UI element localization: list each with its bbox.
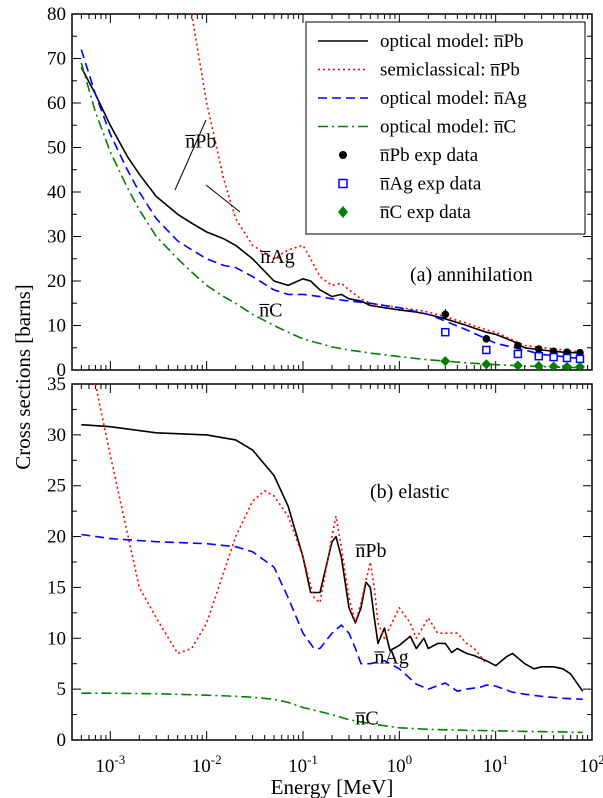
x-tick-label: 10-3 xyxy=(95,752,125,777)
y-tick-label: 10 xyxy=(47,316,66,337)
y-tick-label: 50 xyxy=(47,138,66,159)
x-tick-labels: 10-3 10-2 10-1 100 101 102 xyxy=(95,752,603,777)
data-point xyxy=(548,361,559,370)
panel-b-frame xyxy=(71,383,593,741)
data-point xyxy=(441,310,450,319)
panel-b-annotations: n̅Pb n̅Ag n̅C xyxy=(355,540,409,730)
series-line xyxy=(80,67,583,354)
data-point xyxy=(549,352,558,362)
y-axis-label: Cross sections [barns] xyxy=(11,284,35,469)
y-tick-label: 15 xyxy=(47,577,66,598)
panel-annihilation: 0 10 20 30 40 50 60 70 80 n̅Pb n̅Ag n̅C (a) annihi… xyxy=(47,4,593,381)
data-point xyxy=(562,353,572,363)
data-point xyxy=(440,356,451,367)
y-tick-label: 60 xyxy=(47,93,66,114)
data-point xyxy=(481,359,492,370)
data-point xyxy=(514,341,522,350)
y-tick-label: 10 xyxy=(47,628,66,649)
panel-b-series xyxy=(81,384,584,734)
panel-b-y-tick-labels: 0 5 10 15 20 25 30 35 xyxy=(47,374,66,751)
data-point xyxy=(574,361,585,370)
y-tick-label: 20 xyxy=(47,271,66,292)
curve-annotation: n̅Ag xyxy=(373,647,408,669)
legend-label: semiclassical: n̅Pb xyxy=(380,60,520,81)
y-tick-label: 35 xyxy=(47,374,66,395)
series-line xyxy=(81,533,583,701)
x-axis-label: Energy [MeV] xyxy=(271,775,394,798)
data-point xyxy=(533,360,544,370)
legend-label: n̅Ag exp data xyxy=(380,174,482,195)
data-point xyxy=(512,360,523,370)
y-tick-label: 25 xyxy=(47,476,66,497)
pb-pointer-1 xyxy=(174,119,207,191)
x-tick-label: 101 xyxy=(483,752,509,777)
data-point xyxy=(534,351,543,361)
legend-frame xyxy=(305,21,586,235)
data-point xyxy=(576,348,584,357)
legend-label: optical model: n̅Pb xyxy=(380,31,524,52)
y-tick-label: 40 xyxy=(47,182,66,203)
curve-annotation: n̅Pb xyxy=(184,131,216,153)
panel-b-label: (b) elastic xyxy=(370,481,450,503)
panel-b-ticks xyxy=(71,383,593,741)
legend-label: n̅C exp data xyxy=(380,202,471,223)
curve-annotation: n̅C xyxy=(355,708,379,730)
y-tick-label: 5 xyxy=(57,679,67,700)
data-point xyxy=(513,349,523,359)
panel-a-y-tick-labels: 0 10 20 30 40 50 60 70 80 xyxy=(47,4,66,381)
curve-annotation: n̅Pb xyxy=(355,540,387,562)
legend-swatch xyxy=(338,178,348,189)
series-line xyxy=(81,423,584,692)
legend-label: optical model: n̅Ag xyxy=(380,88,527,109)
data-point xyxy=(575,354,585,364)
y-tick-label: 0 xyxy=(57,360,67,381)
x-tick-label: 100 xyxy=(387,752,413,777)
data-point xyxy=(561,361,572,370)
x-tick-label: 10-2 xyxy=(192,752,222,777)
curve-annotation: n̅C xyxy=(258,300,282,322)
legend-swatch xyxy=(339,151,347,159)
data-point xyxy=(482,345,491,355)
panel-a-markers xyxy=(440,309,585,370)
x-tick-label: 10-1 xyxy=(288,752,318,777)
legend-label: n̅Pb exp data xyxy=(380,145,479,166)
series-line xyxy=(190,14,583,353)
y-tick-label: 70 xyxy=(47,49,66,70)
legend: optical model: n̅Pb semiclassical: n̅Pb op… xyxy=(305,21,586,235)
pb-pointer-2 xyxy=(205,184,241,213)
data-point xyxy=(534,345,543,353)
x-tick-label: 102 xyxy=(579,752,603,777)
curve-annotation: n̅Ag xyxy=(259,246,294,268)
y-tick-label: 0 xyxy=(57,730,67,751)
legend-swatch xyxy=(338,206,348,218)
panel-a-label: (a) annihilation xyxy=(410,264,533,286)
series-line xyxy=(81,692,583,734)
panel-elastic: 0 5 10 15 20 25 30 35 10-3 10-2 10-1 100 101 102 n̅P… xyxy=(47,374,603,777)
series-line xyxy=(94,384,487,665)
data-point xyxy=(482,335,491,343)
y-tick-label: 30 xyxy=(47,227,66,248)
y-tick-label: 80 xyxy=(47,4,66,25)
panel-a-annotations: n̅Pb n̅Ag n̅C xyxy=(174,119,295,322)
legend-label: optical model: n̅C xyxy=(380,117,516,138)
y-tick-label: 30 xyxy=(47,425,66,446)
series-line xyxy=(80,62,583,369)
y-tick-label: 20 xyxy=(47,527,66,548)
data-point xyxy=(441,327,450,337)
